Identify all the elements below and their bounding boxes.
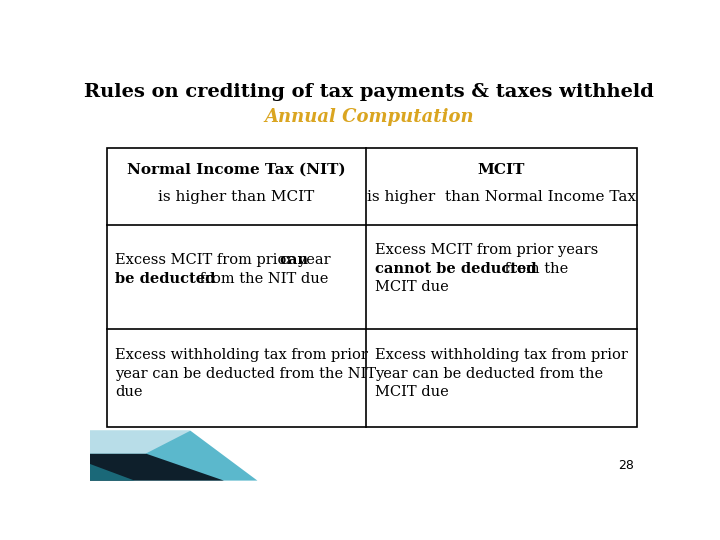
- Text: Excess withholding tax from prior: Excess withholding tax from prior: [115, 348, 368, 362]
- Text: Annual Computation: Annual Computation: [264, 108, 474, 126]
- Text: year can be deducted from the NIT: year can be deducted from the NIT: [115, 367, 377, 381]
- Text: can: can: [279, 253, 309, 267]
- Text: MCIT: MCIT: [478, 163, 525, 177]
- Text: Excess MCIT from prior year: Excess MCIT from prior year: [115, 253, 336, 267]
- Text: Excess withholding tax from prior: Excess withholding tax from prior: [374, 348, 627, 362]
- Text: from the NIT due: from the NIT due: [195, 272, 328, 286]
- Text: from the: from the: [500, 261, 568, 275]
- Text: Excess MCIT from prior years: Excess MCIT from prior years: [374, 243, 598, 257]
- Text: Normal Income Tax (NIT): Normal Income Tax (NIT): [127, 163, 346, 177]
- Text: is higher than MCIT: is higher than MCIT: [158, 190, 315, 204]
- Text: cannot be deducted: cannot be deducted: [374, 261, 536, 275]
- Text: be deducted: be deducted: [115, 272, 215, 286]
- Text: year can be deducted from the: year can be deducted from the: [374, 367, 603, 381]
- Polygon shape: [90, 431, 258, 481]
- Text: MCIT due: MCIT due: [374, 280, 449, 294]
- Polygon shape: [90, 464, 135, 481]
- Text: MCIT due: MCIT due: [374, 385, 449, 399]
- Polygon shape: [90, 454, 224, 481]
- Text: Rules on crediting of tax payments & taxes withheld: Rules on crediting of tax payments & tax…: [84, 83, 654, 101]
- Text: due: due: [115, 385, 143, 399]
- Text: is higher  than Normal Income Tax: is higher than Normal Income Tax: [367, 190, 636, 204]
- Text: 28: 28: [618, 460, 634, 472]
- Polygon shape: [90, 431, 190, 454]
